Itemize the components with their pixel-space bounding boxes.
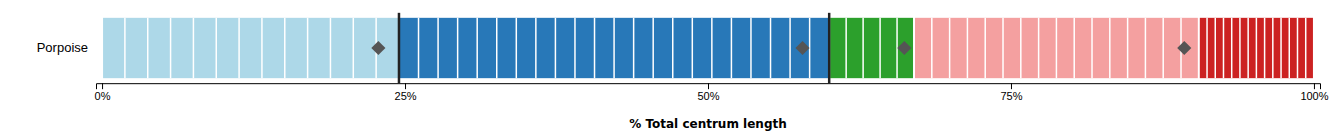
axis-line (97, 84, 1321, 90)
divider (1239, 18, 1241, 78)
divider (1289, 18, 1291, 78)
tick-mark (102, 83, 103, 89)
divider (1073, 18, 1075, 78)
plot: 0% 25% 50% 75% 100% Porpoise (37, 13, 1329, 102)
divider (1091, 18, 1093, 78)
tick: 0% (95, 83, 111, 102)
diamond (371, 41, 385, 55)
divider (330, 18, 332, 78)
tick-label: Porpoise (37, 40, 88, 55)
divider (516, 18, 518, 78)
tick-mark (405, 83, 406, 89)
divider (862, 18, 864, 78)
x-axis: 0% 25% 50% 75% 100% (95, 83, 1329, 102)
divider (1264, 18, 1266, 78)
divider (147, 18, 149, 78)
chart: 0% 25% 50% 75% 100% Porpoise % Total centrum l… (0, 0, 1344, 134)
divider (692, 18, 694, 78)
bar-segment (1200, 18, 1313, 78)
tick-label: 25% (395, 90, 417, 102)
divider (984, 18, 986, 78)
bar-segment (103, 18, 398, 78)
divider (731, 18, 733, 78)
divider (967, 18, 969, 78)
divider (457, 18, 459, 78)
divider (1231, 18, 1233, 78)
divider (238, 18, 240, 78)
divider (1247, 18, 1249, 78)
axis-title: % Total centrum length (629, 117, 787, 131)
divider (613, 18, 615, 78)
divider (1206, 18, 1208, 78)
divider (711, 18, 713, 78)
divider (1127, 18, 1129, 78)
diamond (897, 41, 911, 55)
divider (437, 18, 439, 78)
tick: 75% (1000, 83, 1022, 102)
divider (1256, 18, 1258, 78)
y-axis: Porpoise (37, 40, 88, 55)
bar-segment (400, 18, 828, 78)
divider (353, 18, 355, 78)
tick-mark (1011, 83, 1012, 89)
reference-line (398, 13, 401, 83)
divider (476, 18, 478, 78)
divider (789, 18, 791, 78)
diamond (795, 41, 809, 55)
tick: 100% (1300, 83, 1328, 102)
tick: 50% (697, 83, 719, 102)
divider (1280, 18, 1282, 78)
reference-line (828, 13, 831, 83)
divider (555, 18, 557, 78)
divider (307, 18, 309, 78)
divider (652, 18, 654, 78)
divider (1109, 18, 1111, 78)
divider (418, 18, 420, 78)
divider (845, 18, 847, 78)
divider (1162, 18, 1164, 78)
divider (1145, 18, 1147, 78)
divider (1223, 18, 1225, 78)
tick: 25% (395, 83, 417, 102)
tick-label: 50% (697, 90, 719, 102)
diamond (1177, 41, 1191, 55)
divider (124, 18, 126, 78)
divider (931, 18, 933, 78)
divider (1002, 18, 1004, 78)
divider (1297, 18, 1299, 78)
divider (1056, 18, 1058, 78)
divider (574, 18, 576, 78)
divider (1215, 18, 1217, 78)
tick-label: 0% (95, 90, 111, 102)
marks (103, 13, 1313, 83)
divider (261, 18, 263, 78)
divider (193, 18, 195, 78)
divider (1305, 18, 1307, 78)
bar-segment (915, 18, 1198, 78)
tick: Porpoise (37, 40, 88, 55)
bar-segment (830, 18, 913, 78)
divider (284, 18, 286, 78)
divider (1272, 18, 1274, 78)
tick-label: 75% (1000, 90, 1022, 102)
divider (170, 18, 172, 78)
divider (216, 18, 218, 78)
divider (535, 18, 537, 78)
divider (949, 18, 951, 78)
divider (879, 18, 881, 78)
tick-mark (708, 83, 709, 89)
tick-mark (1314, 83, 1315, 89)
divider (633, 18, 635, 78)
divider (1038, 18, 1040, 78)
tick-label: 100% (1300, 90, 1328, 102)
divider (750, 18, 752, 78)
divider (496, 18, 498, 78)
divider (770, 18, 772, 78)
divider (672, 18, 674, 78)
divider (594, 18, 596, 78)
divider (1020, 18, 1022, 78)
